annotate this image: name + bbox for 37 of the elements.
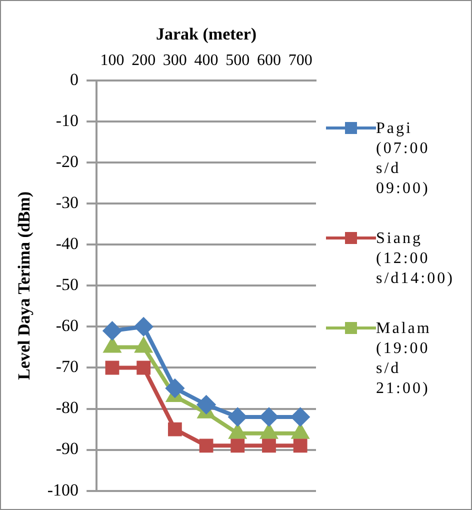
point xyxy=(228,408,247,426)
y-tick-label: -60 xyxy=(56,316,79,336)
point xyxy=(291,408,310,426)
point xyxy=(103,322,122,340)
legend-label: Siang (12:00 s/d14:00) xyxy=(376,229,454,289)
x-tick-label: 200 xyxy=(132,52,156,70)
point xyxy=(293,438,308,453)
x-tick-label: 600 xyxy=(256,52,281,70)
x-tick-label: 500 xyxy=(226,52,250,70)
y-tick-label: -80 xyxy=(56,398,79,418)
y-tick-label: -40 xyxy=(56,234,79,254)
y-tick-label: -30 xyxy=(56,193,79,212)
x-tick-label: 700 xyxy=(288,52,312,70)
point xyxy=(230,438,245,453)
point xyxy=(199,438,214,453)
point xyxy=(136,360,151,375)
x-tick-label: 100 xyxy=(100,52,124,70)
point xyxy=(166,379,184,398)
legend-label: Pagi (07:00 s/d 09:00) xyxy=(376,119,431,199)
point xyxy=(105,360,120,375)
y-tick-label: 0 xyxy=(70,70,79,90)
x-axis-title: Jarak (meter) xyxy=(156,24,257,44)
point xyxy=(134,318,153,336)
x-tick-label: 300 xyxy=(162,52,187,70)
point xyxy=(197,396,216,414)
y-tick-label: -90 xyxy=(56,439,79,458)
y-tick-label: -20 xyxy=(56,152,79,172)
y-tick-label: -70 xyxy=(56,357,79,376)
point xyxy=(262,438,276,453)
y-axis-title: Level Daya Terima (dBm) xyxy=(14,191,34,380)
point xyxy=(168,422,182,436)
y-tick-label: -100 xyxy=(47,480,79,500)
point xyxy=(260,408,278,426)
y-tick-label: -10 xyxy=(56,111,79,130)
x-tick-label: 400 xyxy=(194,52,218,70)
y-tick-label: -50 xyxy=(56,275,79,294)
legend-label: Malam (19:00 s/d 21:00) xyxy=(376,319,432,399)
